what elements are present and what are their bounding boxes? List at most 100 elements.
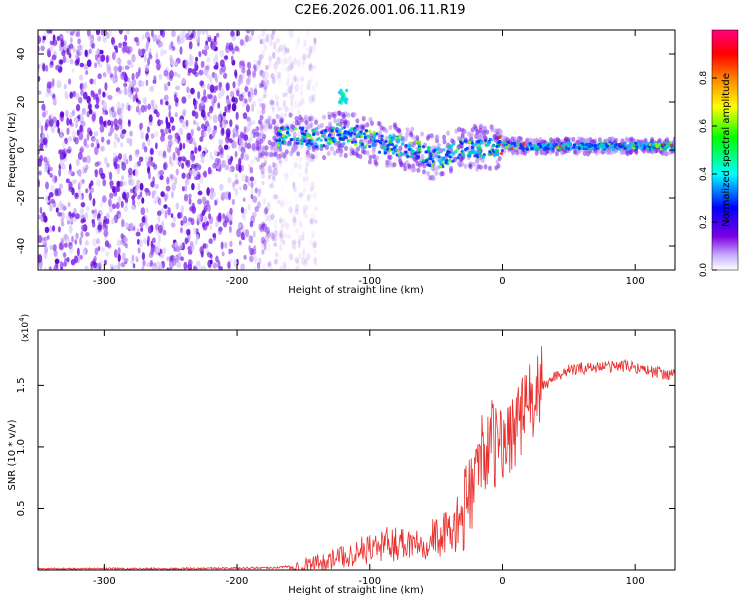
ridge-core-cell	[344, 136, 349, 140]
noise-cell	[153, 199, 157, 205]
noise-cell	[148, 171, 152, 180]
noise-cell	[120, 200, 124, 208]
ridge-core-cell	[304, 129, 308, 133]
noise-cell	[156, 111, 160, 118]
noise-cell	[259, 123, 264, 132]
noise-cell	[258, 82, 262, 88]
noise-cell	[115, 58, 120, 64]
noise-cell	[71, 212, 76, 218]
noise-cell	[273, 235, 277, 242]
ridge-halo-cell	[663, 149, 668, 155]
noise-cell	[264, 124, 268, 133]
noise-cell	[288, 206, 293, 213]
noise-cell	[80, 201, 86, 208]
ridge-halo-cell	[392, 162, 397, 168]
ridge-halo-cell	[442, 134, 447, 140]
noise-cell	[196, 233, 200, 241]
noise-cell	[203, 49, 208, 57]
ridge-core-cell	[561, 143, 565, 147]
noise-cell	[266, 214, 272, 222]
snr-plot-area	[38, 346, 675, 570]
noise-cell	[106, 139, 111, 145]
ridge-core-cell	[549, 144, 554, 149]
noise-cell	[266, 79, 270, 85]
noise-cell	[75, 92, 80, 100]
noise-cell	[42, 63, 46, 72]
noise-cell	[214, 72, 218, 82]
ridge-halo-cell	[333, 118, 338, 124]
ridge-core-cell	[427, 163, 432, 167]
noise-cell	[190, 87, 195, 95]
ridge-core-cell	[670, 143, 674, 147]
noise-cell	[209, 151, 213, 158]
noise-cell	[63, 252, 67, 258]
ridge-core-cell	[579, 144, 583, 148]
ridge-halo-cell	[434, 170, 439, 176]
ridge-core-cell	[342, 142, 346, 146]
ridge-halo-cell	[361, 116, 366, 122]
ridge-halo-cell	[609, 149, 614, 156]
noise-cell	[139, 191, 143, 198]
noise-cell	[96, 179, 101, 187]
spectrogram-y-tick-label: 0	[16, 147, 27, 153]
noise-cell	[292, 218, 297, 227]
noise-cell	[247, 203, 251, 211]
noise-cell	[134, 36, 139, 43]
noise-cell	[51, 225, 56, 232]
noise-cell	[271, 161, 276, 168]
noise-cell	[249, 176, 255, 182]
noise-cell	[279, 218, 283, 224]
noise-cell	[184, 237, 188, 245]
noise-cell	[97, 245, 101, 252]
noise-cell	[278, 57, 283, 65]
ridge-halo-cell	[582, 150, 587, 156]
ridge-core-cell	[614, 143, 618, 147]
ridge-core-cell	[572, 145, 576, 150]
noise-cell	[219, 121, 223, 128]
noise-cell	[303, 179, 309, 187]
noise-cell	[58, 226, 61, 233]
noise-cell	[65, 215, 71, 221]
noise-cell	[272, 230, 278, 237]
ridge-halo-cell	[292, 131, 297, 138]
ridge-halo-cell	[409, 132, 414, 138]
ridge-core-cell	[275, 139, 279, 143]
noise-cell	[140, 207, 146, 216]
ridge-core-cell	[377, 150, 382, 154]
noise-cell	[241, 173, 247, 182]
noise-cell	[216, 215, 221, 222]
noise-cell	[263, 44, 268, 52]
ridge-core-cell	[448, 155, 452, 159]
noise-cell	[140, 131, 144, 140]
noise-cell	[134, 151, 140, 158]
noise-cell	[250, 181, 254, 188]
noise-cell	[46, 81, 52, 89]
noise-cell	[56, 119, 60, 128]
noise-cell	[69, 43, 74, 49]
noise-cell	[200, 109, 206, 118]
noise-cell	[228, 248, 232, 255]
ridge-core-cell	[585, 142, 589, 146]
ridge-halo-cell	[259, 138, 264, 144]
ridge-core-cell	[476, 146, 480, 150]
noise-cell	[286, 77, 290, 83]
ridge-halo-cell	[397, 147, 402, 153]
noise-cell	[155, 241, 161, 250]
noise-cell	[103, 120, 107, 127]
ridge-core-cell	[328, 138, 332, 142]
ridge-core-cell	[435, 154, 439, 158]
noise-cell	[129, 130, 133, 137]
ridge-core-cell	[663, 146, 667, 150]
ridge-core-cell	[487, 141, 492, 145]
noise-cell	[201, 30, 206, 35]
noise-cell	[237, 30, 241, 37]
noise-cell	[301, 96, 305, 106]
noise-cell	[137, 247, 141, 254]
ridge-core-cell	[541, 143, 545, 147]
noise-cell	[274, 230, 279, 237]
noise-cell	[151, 265, 157, 270]
noise-cell	[269, 99, 275, 106]
noise-cell	[113, 118, 118, 127]
noise-cell	[111, 203, 117, 210]
ridge-core-cell	[497, 135, 502, 139]
